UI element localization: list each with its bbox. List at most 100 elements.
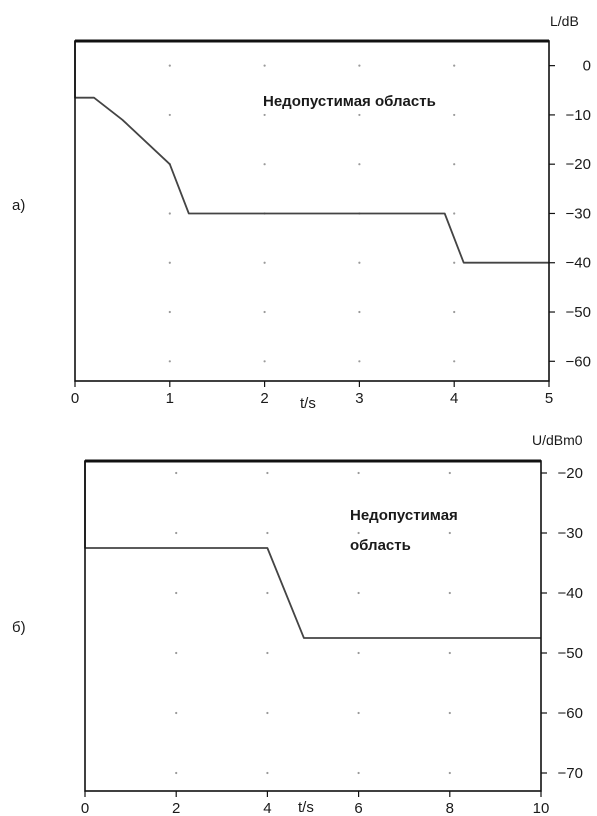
chart-panel-a: а) L/dB t/s Недопустимая область 0 −10 −20… bbox=[12, 13, 591, 412]
grid-dot bbox=[358, 64, 361, 67]
y-axis-label-b: U/dBm0 bbox=[532, 432, 583, 448]
grid-dot bbox=[266, 531, 269, 535]
y-tick-label: −40 bbox=[566, 255, 591, 272]
y-tick-label: −50 bbox=[566, 304, 591, 321]
grid-dot bbox=[453, 360, 456, 363]
grid-dot bbox=[263, 360, 266, 363]
grid-dot bbox=[358, 261, 361, 264]
grid-dot bbox=[175, 711, 178, 715]
y-tick-label: −70 bbox=[558, 765, 583, 782]
y-tick-label: −20 bbox=[558, 465, 583, 482]
curve-group-a bbox=[74, 41, 549, 264]
y-tick-label: −10 bbox=[566, 107, 591, 124]
x-tick-label: 0 bbox=[71, 390, 79, 407]
grid-dot bbox=[263, 163, 266, 166]
grid-dot bbox=[358, 360, 361, 363]
grid-dot bbox=[453, 163, 456, 166]
grid-dot bbox=[168, 310, 171, 314]
grid-dot bbox=[357, 651, 360, 655]
grid-dot bbox=[448, 591, 451, 595]
grid-dot bbox=[453, 310, 456, 314]
x-ticks-b: 0 2 4 6 8 10 bbox=[81, 791, 550, 816]
grid-dot bbox=[266, 651, 269, 655]
grid-dot bbox=[168, 261, 171, 264]
panel-label-a: а) bbox=[12, 197, 25, 214]
grid-dot bbox=[357, 711, 360, 715]
chart-panel-b: б) U/dBm0 t/s Недопустимая область −20 −30… bbox=[12, 432, 583, 816]
grid-a bbox=[168, 64, 456, 363]
x-tick-label: 8 bbox=[446, 800, 454, 816]
limit-curve-b bbox=[84, 461, 541, 639]
grid-dot bbox=[357, 471, 360, 475]
forbidden-region-label-a: Недопустимая область bbox=[263, 93, 436, 110]
grid-dot bbox=[358, 113, 361, 117]
plot-frame-b bbox=[84, 460, 542, 792]
x-ticks-a: 0 1 2 3 4 5 bbox=[71, 381, 553, 407]
grid-dot bbox=[266, 591, 269, 595]
grid-dot bbox=[453, 113, 456, 117]
grid-dot bbox=[263, 113, 266, 117]
curve-group-b bbox=[84, 461, 541, 639]
grid-dot bbox=[453, 261, 456, 264]
panel-label-b: б) bbox=[12, 619, 26, 636]
grid-dot bbox=[357, 771, 360, 775]
y-axis-label-a: L/dB bbox=[550, 13, 579, 29]
grid-dot bbox=[357, 531, 360, 535]
y-ticks-b: −20 −30 −40 −50 −60 −70 bbox=[541, 465, 583, 782]
grid-dot bbox=[175, 471, 178, 475]
region-label-line: Недопустимая bbox=[350, 507, 458, 524]
x-tick-label: 2 bbox=[172, 800, 180, 816]
y-ticks-a: 0 −10 −20 −30 −40 −50 −60 bbox=[549, 58, 591, 370]
grid-dot bbox=[448, 771, 451, 775]
x-axis-label-b: t/s bbox=[298, 799, 314, 816]
y-tick-label: −40 bbox=[558, 585, 583, 602]
y-tick-label: −30 bbox=[566, 205, 591, 222]
x-tick-label: 1 bbox=[166, 390, 174, 407]
grid-dot bbox=[168, 212, 171, 215]
grid-b bbox=[175, 471, 451, 775]
grid-dot bbox=[266, 711, 269, 715]
x-tick-label: 0 bbox=[81, 800, 89, 816]
y-tick-label: −30 bbox=[558, 525, 583, 542]
grid-dot bbox=[263, 310, 266, 314]
grid-dot bbox=[175, 591, 178, 595]
grid-dot bbox=[453, 64, 456, 67]
x-tick-label: 6 bbox=[354, 800, 362, 816]
grid-dot bbox=[175, 531, 178, 535]
forbidden-region-label-b: Недопустимая область bbox=[350, 507, 458, 554]
x-axis-label-a: t/s bbox=[300, 395, 316, 412]
grid-dot bbox=[175, 651, 178, 655]
region-label-line: область bbox=[350, 537, 411, 554]
grid-dot bbox=[448, 531, 451, 535]
y-tick-label: 0 bbox=[583, 58, 591, 75]
limit-curve-a bbox=[74, 41, 549, 264]
grid-dot bbox=[263, 261, 266, 264]
y-tick-label: −60 bbox=[558, 705, 583, 722]
plot-frame-a bbox=[74, 40, 550, 382]
x-tick-label: 5 bbox=[545, 390, 553, 407]
grid-dot bbox=[168, 360, 171, 363]
grid-dot bbox=[168, 113, 171, 117]
grid-dot bbox=[358, 163, 361, 166]
grid-dot bbox=[357, 591, 360, 595]
grid-dot bbox=[358, 310, 361, 314]
grid-dot bbox=[266, 771, 269, 775]
grid-dot bbox=[175, 771, 178, 775]
region-label-line: Недопустимая область bbox=[263, 93, 436, 110]
x-tick-label: 3 bbox=[355, 390, 363, 407]
x-tick-label: 10 bbox=[533, 800, 550, 816]
y-tick-label: −50 bbox=[558, 645, 583, 662]
y-tick-label: −60 bbox=[566, 353, 591, 370]
grid-dot bbox=[168, 64, 171, 67]
grid-dot bbox=[263, 64, 266, 67]
grid-dot bbox=[266, 471, 269, 475]
grid-dot bbox=[448, 711, 451, 715]
grid-dot bbox=[448, 651, 451, 655]
x-tick-label: 4 bbox=[450, 390, 458, 407]
x-tick-label: 4 bbox=[263, 800, 271, 816]
grid-dot bbox=[453, 212, 456, 215]
y-tick-label: −20 bbox=[566, 156, 591, 173]
x-tick-label: 2 bbox=[260, 390, 268, 407]
grid-dot bbox=[448, 471, 451, 475]
